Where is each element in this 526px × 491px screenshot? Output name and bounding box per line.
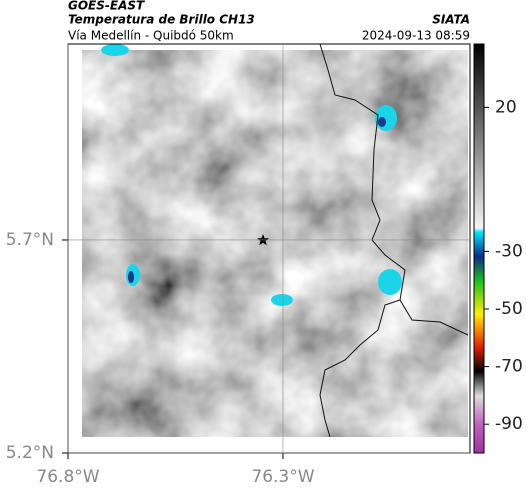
cold-clouds: [101, 44, 402, 306]
colorbar-tick-label: -50: [495, 299, 523, 319]
colorbar-tick-label: -70: [495, 357, 523, 377]
title: Temperatura de Brillo CH13: [68, 13, 255, 27]
source: GOES-EAST: [68, 0, 145, 13]
org: SIATA: [432, 13, 470, 27]
lon-tick-label: 76.3°W: [251, 467, 314, 487]
colorbar-tick-label: 20: [495, 97, 517, 117]
city-marker: [257, 234, 269, 246]
lat-tick-label: 5.2°N: [6, 443, 54, 463]
lat-tick-label: 5.7°N: [6, 230, 54, 250]
lon-tick-label: 76.8°W: [36, 467, 99, 487]
borders: [319, 43, 469, 438]
satellite-image: [82, 50, 468, 437]
colorbar: [473, 43, 485, 454]
subtitle: Vía Medellín - Quibdó 50km: [68, 29, 234, 43]
map: [67, 43, 471, 454]
datetime: 2024-09-13 08:59: [362, 29, 470, 43]
colorbar-tick-label: -90: [495, 414, 523, 434]
colorbar-tick-label: -30: [495, 241, 523, 261]
